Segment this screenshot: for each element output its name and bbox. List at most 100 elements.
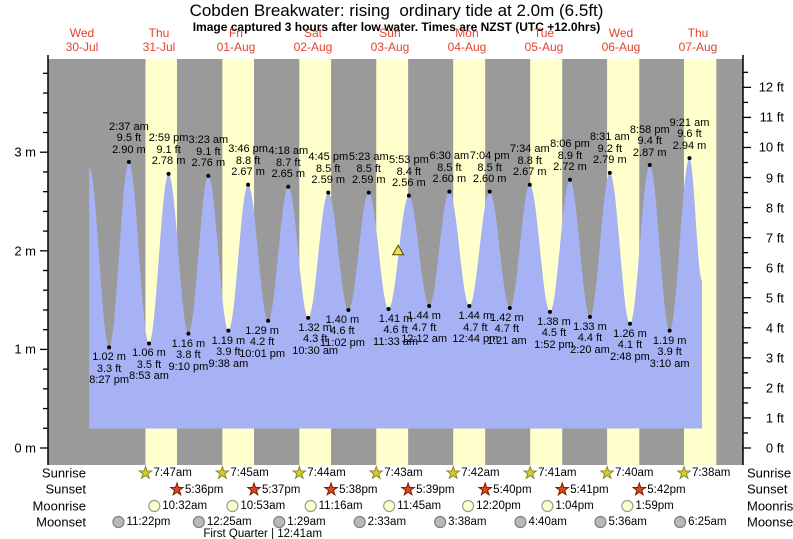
high-tide-dot xyxy=(126,160,131,165)
y-axis-label-left: 3 m xyxy=(14,144,36,160)
sunrise-icon xyxy=(214,464,230,480)
moonset-time: 1:29am xyxy=(287,516,326,528)
row-header-sunset-right: Sunset xyxy=(747,481,788,497)
moonset-time: 4:40am xyxy=(528,516,567,528)
moonset-time: 6:25am xyxy=(688,516,727,528)
moonrise-icon xyxy=(148,499,161,513)
moonrise-icon xyxy=(226,499,239,513)
low-tide-label: 1.16 m 3.8 ft 9:10 pm xyxy=(168,337,209,373)
high-tide-label: 9:21 am 9.6 ft 2.94 m xyxy=(669,116,710,152)
high-tide-dot xyxy=(166,171,171,176)
day-label: Thu 31-Jul xyxy=(142,26,176,54)
sunrise-time: 7:40am xyxy=(615,467,654,479)
high-tide-dot xyxy=(567,177,572,182)
moonrise-time: 11:45am xyxy=(397,500,442,512)
sunrise-time: 7:38am xyxy=(691,467,731,479)
sunset-time: 5:38pm xyxy=(339,483,378,496)
high-tide-label: 5:53 pm 8.4 ft 2.56 m xyxy=(388,154,429,190)
low-tide-dot xyxy=(107,345,112,350)
sunset-time: 5:37pm xyxy=(262,483,301,496)
low-tide-dot xyxy=(667,328,672,333)
high-tide-label: 3:23 am 9.1 ft 2.76 m xyxy=(188,134,229,170)
y-axis-label-right: 2 ft xyxy=(765,380,784,396)
low-tide-label: 1.40 m 4.6 ft 11:02 pm xyxy=(319,313,365,349)
moonset-time: 5:36am xyxy=(608,516,647,528)
day-label: Wed 06-Aug xyxy=(601,26,641,54)
row-header-moonset-right: Moonset xyxy=(747,514,793,530)
sunset-icon xyxy=(631,481,647,497)
sunrise-time: 7:41am xyxy=(538,467,577,479)
moonrise-icon xyxy=(541,499,554,513)
high-tide-dot xyxy=(527,182,532,187)
low-tide-dot xyxy=(587,314,592,319)
sunset-icon xyxy=(323,481,339,497)
y-axis-label-left: 1 m xyxy=(14,341,36,357)
sunrise-icon xyxy=(137,464,154,480)
low-tide-dot xyxy=(186,331,191,336)
low-tide-dot xyxy=(627,321,632,326)
high-tide-label: 4:45 pm 8.5 ft 2.59 m xyxy=(308,151,349,187)
moonrise-icon xyxy=(461,499,475,513)
sunrise-time: 7:42am xyxy=(461,467,500,479)
high-tide-label: 7:04 pm 8.5 ft 2.60 m xyxy=(469,150,510,186)
moonset-icon xyxy=(514,515,527,529)
low-tide-label: 1.33 m 4.4 ft 2:20 am xyxy=(570,320,610,356)
y-axis-label-right: 8 ft xyxy=(765,200,784,216)
sunrise-icon xyxy=(368,464,384,480)
low-tide-label: 1.06 m 3.5 ft 8:53 am xyxy=(129,347,169,383)
current-tide-marker xyxy=(391,244,405,256)
chart-subtitle: Image captured 3 hours after low water. … xyxy=(192,20,601,34)
high-tide-dot xyxy=(687,156,692,161)
high-tide-label: 4:18 am 8.7 ft 2.65 m xyxy=(268,145,309,181)
moonset-icon xyxy=(353,515,366,529)
high-tide-dot xyxy=(607,170,612,175)
low-tide-dot xyxy=(346,307,351,312)
sunrise-icon xyxy=(445,464,461,480)
sunset-icon xyxy=(477,481,493,497)
chart-title: Cobden Breakwater: rising ordinary tide … xyxy=(189,1,604,20)
row-header-moonset-left: Moonset xyxy=(36,514,86,530)
y-axis-label-right: 4 ft xyxy=(765,320,784,336)
tide-area xyxy=(89,158,702,429)
low-tide-label: 1.32 m 4.3 ft 10:30 am xyxy=(292,321,339,357)
high-tide-dot xyxy=(326,190,331,195)
sunset-icon xyxy=(169,481,185,497)
sunset-time: 5:40pm xyxy=(493,483,532,496)
high-tide-label: 7:34 am 8.8 ft 2.67 m xyxy=(509,143,550,179)
y-axis-label-right: 5 ft xyxy=(765,290,784,306)
sunset-time: 5:41pm xyxy=(570,483,609,496)
y-axis-label-right: 3 ft xyxy=(765,350,784,366)
sunrise-icon xyxy=(599,464,615,480)
y-axis-label-right: 6 ft xyxy=(765,260,784,276)
day-label: Sun 03-Aug xyxy=(370,26,410,54)
moonrise-time: 1:59pm xyxy=(635,500,674,512)
low-tide-label: 1.41 m 4.6 ft 11:33 am xyxy=(373,312,419,348)
low-tide-label: 1.19 m 3.9 ft 3:10 am xyxy=(649,334,690,370)
low-tide-dot xyxy=(306,315,311,320)
moonset-time: 11:22pm xyxy=(126,516,171,528)
moonrise-icon xyxy=(304,499,317,513)
high-tide-label: 8:58 pm 9.4 ft 2.87 m xyxy=(629,123,670,159)
sunset-time: 5:42pm xyxy=(647,483,686,496)
day-label: Sat 02-Aug xyxy=(293,26,333,54)
low-tide-label: 1.42 m 4.7 ft 1:21 am xyxy=(486,311,527,347)
sunrise-time: 7:47am xyxy=(153,467,192,479)
sunset-time: 5:39pm xyxy=(416,483,455,496)
sunrise-time: 7:45am xyxy=(230,467,269,479)
high-tide-label: 5:23 am 8.5 ft 2.59 m xyxy=(348,151,389,187)
sunrise-icon xyxy=(291,464,307,480)
high-tide-label: 2:59 pm 9.1 ft 2.78 m xyxy=(148,132,189,168)
day-label: Tue 05-Aug xyxy=(524,26,564,54)
low-tide-label: 1.38 m 4.5 ft 1:52 pm xyxy=(534,315,574,351)
y-axis-label-right: 9 ft xyxy=(765,170,784,186)
moonrise-time: 1:04pm xyxy=(555,500,594,512)
low-tide-dot xyxy=(507,305,512,310)
moonset-icon xyxy=(273,515,286,529)
y-axis-label-left: 2 m xyxy=(14,243,36,259)
y-axis-label-right: 11 ft xyxy=(759,109,784,125)
high-tide-dot xyxy=(366,190,371,195)
low-tide-label: 1.26 m 4.1 ft 2:48 pm xyxy=(610,327,650,363)
low-tide-dot xyxy=(427,304,432,309)
y-axis-label-right: 12 ft xyxy=(758,79,784,95)
